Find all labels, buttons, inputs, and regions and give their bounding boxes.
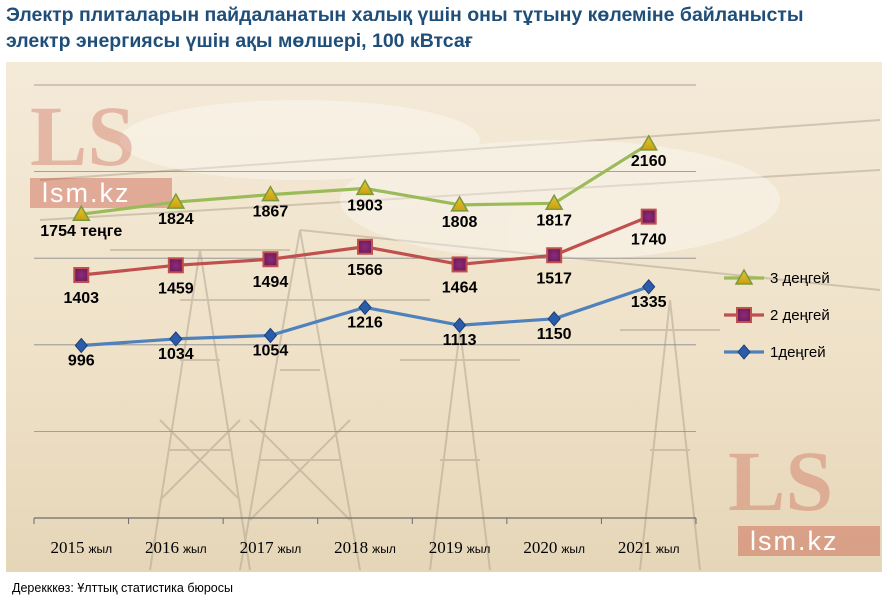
legend-label: 2 деңгей [770,307,830,324]
series-2-data-label-2018: 1566 [347,262,383,279]
x-tick-year: 2019 [429,538,463,557]
chart-title-line-2: электр энергиясы үшін ақы мөлшері, 100 к… [6,30,473,52]
series-3-point-2019 [452,317,467,333]
legend-item-3: 1деңгей [724,344,826,361]
series-2-data-label-2019: 1464 [442,279,478,296]
x-tick-year: 2020 [523,538,557,557]
series-1-point-2018 [355,178,375,196]
x-tick-label-2018: 2018 жыл [334,538,396,557]
series-2-point-2015 [73,267,90,284]
series-3-data-label-2020: 1150 [537,326,572,343]
gridlines [33,84,697,524]
x-tick-suffix: жыл [88,542,112,556]
chart-title: Электр плиталарын пайдаланатын халық үші… [6,2,882,54]
x-tick-year: 2018 [334,538,368,557]
series-2-point-2018 [357,238,373,255]
series-1-data-label-2020: 1817 [536,212,572,229]
watermark-logo: LS [728,433,833,529]
x-tick-label-2019: 2019 жыл [429,538,491,557]
x-tick-label-2020: 2020 жыл [523,538,585,557]
series-2-point-2016 [167,257,184,274]
watermark-site: lsm.kz [42,178,131,208]
x-tick-label-2016: 2016 жыл [145,538,207,557]
x-tick-suffix: жыл [467,542,491,556]
watermark-site-band [738,526,880,556]
series-1-point-2017 [261,185,280,202]
cloud-2 [120,100,480,180]
series-1-point-2020 [544,193,564,211]
tower-1 [110,249,290,571]
legend-item-2: 2 деңгей [724,307,830,324]
series-3-point-2017 [263,327,278,344]
legend-swatch-marker [737,344,751,360]
series-1-point-2021 [639,134,659,151]
legend-label: 3 деңгей [770,270,830,287]
series-2-data-label-2017: 1494 [253,274,289,291]
x-tick-suffix: жыл [561,542,585,556]
series-3-data-label-2016: 1034 [158,346,194,363]
legend: 3 деңгей 2 деңгей 1деңгей [724,268,830,361]
tower-2 [180,229,430,571]
legend-swatch-marker [734,268,754,285]
series-2-point-2020 [546,247,563,264]
tower-5 [39,119,881,291]
series-1-point-2015 [71,204,91,221]
x-tick-year: 2021 [618,538,652,557]
series-2-point-2017 [262,251,279,268]
legend-swatch-marker [736,307,752,323]
series-1-point-2016 [166,192,186,209]
series-2-point-2019 [451,256,468,273]
series-2-point-2021 [640,208,657,225]
series-1-data-label-2017: 1867 [253,204,289,221]
x-tick-suffix: жыл [278,542,302,556]
watermark-logo: LS [30,88,135,184]
tower-4 [620,299,720,571]
series-2-data-label-2016: 1459 [158,280,194,297]
series-1-data-label-2015: 1754 теңге [40,223,122,240]
series-3-point-2021 [642,279,656,295]
series-1-data-label-2018: 1903 [347,197,383,214]
series-2-data-label-2015: 1403 [63,290,99,307]
x-tick-year: 2017 [240,538,275,557]
x-tick-suffix: жыл [656,542,680,556]
data-labels: 1754 теңге 1824 1867 1903 1808 1817 2160 1403 14… [40,153,666,370]
series-3-point-2015 [74,337,88,354]
series-lines [71,134,659,354]
x-tick-year: 2015 [50,538,84,557]
chart-title-line-1: Электр плиталарын пайдаланатын халық үші… [6,4,804,26]
series-3-point-2018 [358,299,372,316]
x-tick-year: 2016 [145,538,179,557]
series-3-point-2020 [547,311,561,327]
legend-item-1: 3 деңгей [724,268,830,287]
series-2-data-label-2020: 1517 [536,270,572,287]
series-3-data-label-2018: 1216 [347,314,383,331]
series-3-data-label-2021: 1335 [631,294,667,311]
series-3-data-label-2015: 996 [68,352,95,369]
series-1-data-label-2021: 2160 [631,153,667,170]
series-1-data-label-2019: 1808 [442,214,478,231]
series-1-data-label-2016: 1824 [158,211,194,228]
legend-label: 1деңгей [770,344,826,361]
series-1-point-2019 [450,195,469,212]
series-2-data-label-2021: 1740 [631,232,667,249]
x-axis-ticks: 2015 жыл 2016 жыл 2017 жыл 2018 жыл 2019 жыл 2020 ж… [50,538,679,557]
series-3-data-label-2017: 1054 [253,342,289,359]
x-tick-label-2017: 2017 жыл [240,538,302,557]
series-3-data-label-2019: 1113 [443,332,477,349]
watermark-site: lsm.kz [750,526,839,556]
x-tick-label-2021: 2021 жыл [618,538,680,557]
watermark-site-band [30,178,172,208]
series-3-point-2016 [169,331,183,347]
x-tick-suffix: жыл [183,542,207,556]
source-note: Дерекккөз: Ұлттық статистика бюросы [12,581,233,595]
x-tick-suffix: жыл [372,542,396,556]
x-tick-label-2015: 2015 жыл [50,538,112,557]
